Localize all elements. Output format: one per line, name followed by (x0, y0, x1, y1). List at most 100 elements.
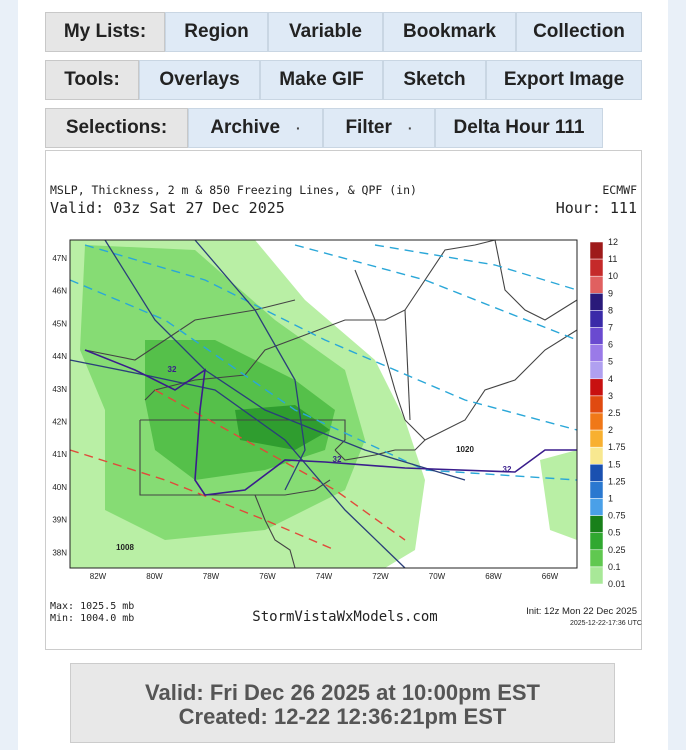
legend-swatch (589, 361, 604, 380)
nav-button[interactable]: Sketch (383, 60, 486, 100)
lon-label: 74W (316, 572, 333, 581)
nav-button[interactable]: Export Image (486, 60, 642, 100)
lon-label: 68W (485, 572, 502, 581)
borders (84, 239, 578, 569)
button-text: My Lists: (63, 21, 147, 42)
button-row: Selections: Archive · Filter · Delta Hour 111 (45, 108, 603, 150)
legend-label: 1.25 (608, 476, 626, 486)
button-text: Archive (210, 117, 281, 138)
contour-label: 32 (168, 365, 177, 374)
legend-label: 9 (608, 288, 613, 298)
lon-label: 72W (372, 572, 389, 581)
lon-label: 70W (429, 572, 446, 581)
lon-label: 66W (542, 572, 559, 581)
nav-button[interactable]: Variable (268, 12, 383, 52)
lon-label: 80W (146, 572, 163, 581)
button-text: Tools: (64, 69, 120, 90)
lat-label: 43N (52, 385, 67, 394)
lat-label: 42N (52, 418, 67, 427)
legend-label: 0.75 (608, 511, 626, 521)
legend-label: 2 (608, 425, 613, 435)
lat-label: 46N (52, 287, 67, 296)
button-text: Sketch (403, 69, 466, 90)
legend-swatch (589, 429, 604, 448)
lat-label: 44N (52, 352, 67, 361)
button-text: Export Image (503, 69, 625, 90)
legend-swatch (589, 310, 604, 328)
created-text: Created: 12-22 12:36:21pm EST (178, 704, 507, 729)
nav-button[interactable]: Delta Hour 111 (435, 108, 603, 148)
legend-label: 12 (608, 237, 618, 247)
legend-swatch (589, 464, 604, 482)
map-panel: MSLP, Thickness, 2 m & 850 Freezing Line… (45, 150, 642, 650)
row-label: Selections: (45, 108, 188, 148)
row-label: Tools: (45, 60, 139, 100)
init-time: Init: 12z Mon 22 Dec 2025 (526, 606, 637, 617)
legend-label: 5 (608, 357, 613, 367)
button-text: Filter (345, 117, 392, 138)
qpf-light (540, 450, 577, 540)
lat-label: 40N (52, 483, 67, 492)
button-text: Region (184, 21, 249, 42)
legend-label: 0.01 (608, 579, 626, 589)
legend-swatch (589, 532, 604, 551)
nav-button[interactable]: Make GIF (260, 60, 383, 100)
button-text: Delta Hour 111 (453, 117, 585, 138)
map (69, 239, 578, 569)
min-pressure: Min: 1004.0 mb (50, 613, 134, 624)
contour-label: 1008 (116, 543, 134, 552)
lat-label: 45N (52, 319, 67, 328)
isotherms (69, 244, 578, 551)
freezing-line (84, 349, 577, 496)
legend-swatch (589, 446, 604, 465)
legend-swatch (589, 275, 604, 294)
lon-label: 82W (90, 572, 107, 581)
valid-box: Valid: Fri Dec 26 2025 at 10:00pm EST Cr… (70, 663, 615, 743)
contour-label: 32 (333, 455, 342, 464)
nav-button[interactable]: Region (165, 12, 268, 52)
button-row: Tools: Overlays Make GIF Sketch Export Image (45, 60, 642, 102)
forecast-hour: Hour: 111 (556, 199, 637, 217)
lat-label: 39N (52, 516, 67, 525)
lat-label: 41N (52, 450, 67, 459)
nav-button[interactable]: Filter · (323, 108, 435, 148)
button-text: Overlays (159, 69, 240, 90)
nav-button[interactable]: Overlays (139, 60, 260, 100)
legend-swatch (589, 327, 604, 345)
legend-label: 0.1 (608, 562, 621, 572)
legend-label: 8 (608, 305, 613, 315)
legend-label: 10 (608, 271, 618, 281)
legend-label: 0.25 (608, 545, 626, 555)
site-name: StormVistaWxModels.com (252, 609, 437, 625)
map-frame (69, 239, 578, 569)
legend-label: 4 (608, 374, 613, 384)
legend-swatch (589, 241, 604, 260)
legend-swatch (589, 566, 604, 585)
dropdown-dot: · (296, 120, 301, 136)
max-pressure: Max: 1025.5 mb (50, 601, 134, 612)
map-valid: Valid: 03z Sat 27 Dec 2025 (50, 199, 285, 217)
nav-button[interactable]: Archive · (188, 108, 323, 148)
button-text: Bookmark (403, 21, 496, 42)
contour-label: 1020 (456, 445, 474, 454)
button-text: Selections: (65, 117, 168, 138)
contour-label: 32 (503, 465, 512, 474)
nav-button[interactable]: Collection (516, 12, 642, 52)
legend-label: 6 (608, 340, 613, 350)
lon-label: 76W (259, 572, 276, 581)
button-row: My Lists: Region Variable Bookmark Collectio… (45, 12, 642, 54)
button-text: Collection (533, 21, 625, 42)
legend-swatch (589, 412, 604, 431)
legend-swatch (589, 549, 604, 568)
legend-label: 11 (608, 254, 617, 264)
legend-swatch (589, 498, 604, 516)
lat-label: 47N (52, 254, 67, 263)
nav-button[interactable]: Bookmark (383, 12, 516, 52)
lon-label: 78W (203, 572, 220, 581)
legend-swatch (589, 395, 604, 414)
legend-swatch (589, 344, 604, 362)
valid-text: Valid: Fri Dec 26 2025 at 10:00pm EST (145, 680, 540, 705)
map-title: MSLP, Thickness, 2 m & 850 Freezing Line… (50, 183, 417, 197)
legend-swatch (589, 293, 604, 311)
